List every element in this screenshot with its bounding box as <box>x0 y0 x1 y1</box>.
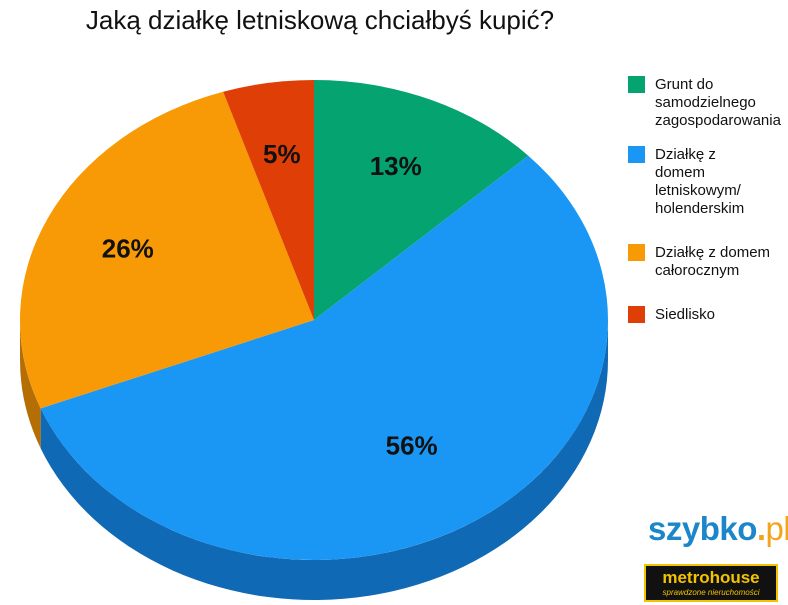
metrohouse-logo: metrohouse sprawdzone nieruchomości <box>644 564 778 602</box>
slice-label-siedlisko: 5% <box>263 139 301 169</box>
legend-swatch <box>628 76 645 93</box>
chart-title: Jaką działkę letniskową chciałbyś kupić? <box>85 5 555 35</box>
pie-slice-siedlisko <box>223 80 314 320</box>
legend-swatch <box>628 146 645 163</box>
pie-slice-letniskowa <box>40 155 608 561</box>
slice-label-letniskowa: 56% <box>386 431 438 461</box>
szybko-logo: szybko.pl <box>648 510 788 547</box>
slice-label-grunt: 13% <box>370 151 422 181</box>
legend-item-siedlisko: Siedlisko <box>628 306 788 324</box>
pie-side-letniskowa <box>40 320 609 601</box>
pie-slice-caloroczna <box>19 91 314 409</box>
legend-label: Działkę z domem letniskowym/ holenderski… <box>655 146 745 217</box>
pie-slice-grunt <box>314 80 529 320</box>
legend-label: Siedlisko <box>655 306 716 323</box>
legend-item-caloroczna: Działkę z domem całorocznym <box>628 244 788 280</box>
legend-item-letniskowa: Działkę z domem letniskowym/ holenderski… <box>628 146 788 218</box>
legend-item-grunt: Grunt do samodzielnego zagospodarowania <box>628 76 788 130</box>
slice-label-caloroczna: 26% <box>102 233 154 263</box>
legend-label: Grunt do samodzielnego zagospodarowania <box>655 76 781 129</box>
legend-swatch <box>628 244 645 261</box>
legend-label: Działkę z domem całorocznym <box>655 244 771 279</box>
pie-side-caloroczna <box>20 320 41 449</box>
legend-swatch <box>628 306 645 323</box>
